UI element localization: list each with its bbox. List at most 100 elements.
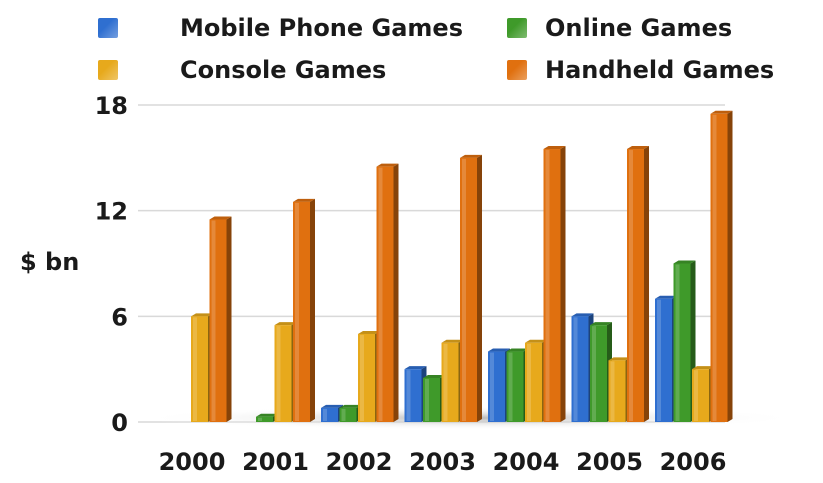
bar-front [404, 369, 422, 422]
bar-highlight [378, 167, 383, 421]
bar-highlight [276, 326, 281, 421]
bar-front [571, 316, 589, 422]
bar [460, 154, 482, 423]
bar-highlight [592, 326, 596, 421]
bar [710, 110, 733, 423]
legend-label-online-games: Online Games [545, 14, 733, 42]
bar-highlight [360, 334, 364, 421]
y-tick-label: 6 [111, 303, 128, 331]
bar-highlight [675, 264, 680, 421]
bar-highlight [657, 299, 661, 421]
bar-highlight [295, 202, 299, 421]
bar [209, 216, 232, 422]
bar-highlight [425, 378, 429, 421]
legend-item-online-games: Online Games [507, 14, 732, 42]
bar-top [209, 216, 232, 220]
bar-top [321, 404, 343, 408]
bar-front [256, 416, 273, 422]
legend-item-console-games: Console Games [98, 56, 386, 84]
bar-top [339, 404, 362, 408]
bar-side [226, 216, 232, 422]
bar-top [608, 357, 631, 361]
bar-highlight [258, 417, 262, 421]
legend-swatch-mobile-phone-games [98, 18, 118, 38]
bar-front [627, 149, 644, 422]
legend-label-console-games: Console Games [180, 56, 387, 84]
bar-front [590, 325, 607, 422]
x-tick-label: 2006 [660, 448, 727, 476]
bar-front [274, 325, 292, 422]
legend-swatch-handheld-games [507, 60, 527, 80]
legend-swatch-console-games [98, 60, 118, 80]
y-tick-label: 0 [111, 409, 128, 437]
bar-highlight [443, 343, 448, 421]
bar-front [358, 333, 375, 422]
x-tick-label: 2002 [326, 448, 393, 476]
bar-front [321, 407, 338, 422]
bar [293, 198, 315, 422]
bar-highlight [545, 150, 550, 421]
bar-side [560, 146, 566, 422]
bar-top [488, 348, 510, 352]
legend-label-handheld-games: Handheld Games [545, 56, 775, 84]
bar [543, 146, 566, 422]
bar-front [488, 351, 505, 422]
bar-top [191, 313, 213, 317]
bar-front [441, 342, 459, 422]
bar-top [358, 330, 380, 334]
bar-top [627, 146, 649, 150]
bar-top [423, 374, 445, 378]
bar-highlight [323, 408, 327, 421]
bar-top [274, 322, 297, 326]
bar-highlight [341, 408, 346, 421]
bar-top [673, 260, 696, 264]
bar-front [673, 263, 691, 422]
bar-top [256, 413, 278, 417]
bar-front [525, 342, 542, 422]
bar-top [655, 295, 677, 299]
x-tick-label: 2001 [242, 448, 309, 476]
bar-highlight [694, 370, 698, 421]
bar-top [710, 110, 733, 114]
bar-side [393, 163, 399, 422]
bar-highlight [406, 370, 411, 421]
bar-highlight [508, 352, 513, 421]
bar-front [339, 407, 357, 422]
bar-front [191, 316, 208, 422]
bar-top [543, 146, 566, 150]
bar-highlight [490, 352, 494, 421]
bar-highlight [211, 220, 216, 421]
bar-front [423, 377, 440, 422]
bar [376, 163, 399, 422]
bar-highlight [193, 317, 197, 421]
ticks-layer: 0 6 12 18 2000 2001 2002 2003 2004 2005 2006 [95, 92, 727, 476]
bar-highlight [527, 343, 531, 421]
bar-side [477, 154, 482, 423]
bar-front [293, 201, 310, 422]
bar-front [710, 113, 728, 423]
bar-front [506, 351, 524, 422]
x-tick-label: 2003 [409, 448, 476, 476]
bar-top [692, 366, 714, 370]
bar-side [727, 110, 733, 423]
bar-front [209, 219, 227, 422]
x-tick-label: 2000 [159, 448, 226, 476]
bars-layer [191, 110, 733, 423]
bar-front [692, 369, 709, 422]
y-axis-label: $ bn [20, 248, 79, 276]
bar-top [571, 313, 594, 317]
bar-front [543, 149, 561, 422]
bar-highlight [462, 158, 466, 422]
bar-top [293, 198, 315, 202]
y-tick-label: 12 [95, 198, 128, 226]
bar-front [608, 360, 626, 422]
bar-highlight [629, 150, 633, 421]
bar-front [655, 298, 672, 422]
bar-side [644, 146, 649, 422]
bar-side [310, 198, 315, 422]
bar-top [441, 339, 464, 343]
x-tick-label: 2004 [493, 448, 560, 476]
bar-top [590, 322, 612, 326]
